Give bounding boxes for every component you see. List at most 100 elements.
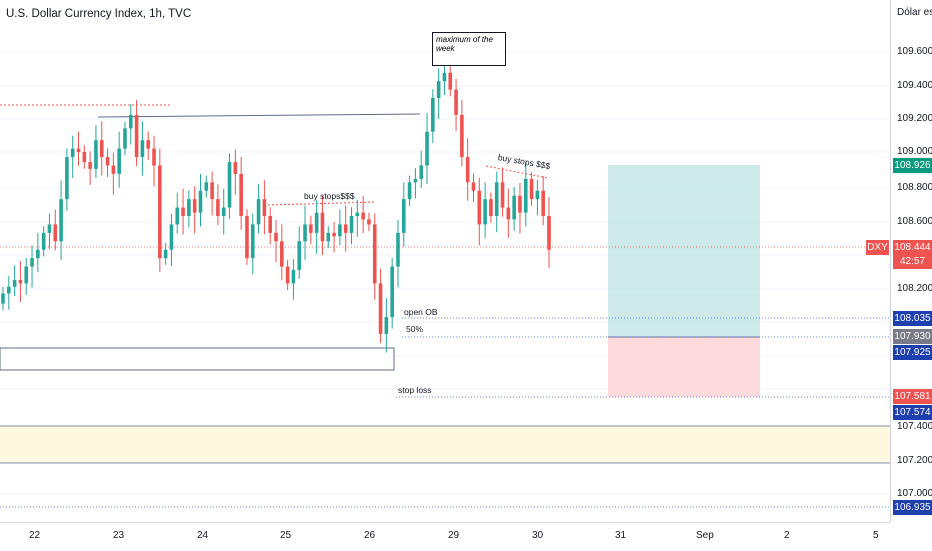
candle[interactable] (460, 114, 464, 158)
candle[interactable] (158, 165, 162, 259)
candle[interactable] (94, 140, 98, 169)
candle[interactable] (12, 280, 17, 287)
candle[interactable] (489, 199, 493, 216)
candle[interactable] (152, 148, 156, 166)
candle[interactable] (529, 178, 534, 200)
candle[interactable] (181, 207, 185, 216)
candle[interactable] (384, 317, 389, 334)
candle[interactable] (547, 216, 551, 250)
candle[interactable] (262, 199, 267, 216)
candle[interactable] (24, 266, 29, 284)
candle[interactable] (483, 199, 487, 225)
chart-area[interactable] (0, 0, 890, 522)
candle[interactable] (401, 199, 406, 233)
candle[interactable] (419, 165, 424, 179)
candle[interactable] (291, 269, 296, 284)
candle[interactable] (518, 195, 522, 213)
candle[interactable] (442, 72, 447, 82)
candle[interactable] (117, 148, 121, 174)
candle[interactable] (53, 224, 58, 242)
symbol-tag[interactable]: DXY (866, 240, 889, 255)
candle[interactable] (250, 224, 255, 259)
candle[interactable] (105, 157, 110, 166)
time-axis[interactable] (0, 522, 890, 551)
candle[interactable] (332, 232, 336, 237)
open-ob-price-tag[interactable]: 108.035 (893, 311, 932, 326)
candle[interactable] (204, 182, 209, 191)
candle[interactable] (471, 182, 476, 191)
stop-line-price-tag[interactable]: 107.574 (893, 405, 932, 420)
candle[interactable] (82, 151, 87, 163)
candle[interactable] (494, 182, 499, 216)
candle[interactable] (47, 224, 52, 233)
candle[interactable] (535, 190, 540, 200)
candle[interactable] (320, 212, 325, 242)
candle[interactable] (297, 241, 302, 270)
current-price-tag[interactable]: 108.444 (893, 240, 932, 255)
candle[interactable] (372, 224, 377, 284)
candle[interactable] (70, 148, 75, 158)
candle[interactable] (187, 199, 191, 216)
candle[interactable] (256, 199, 261, 225)
candle[interactable] (128, 114, 133, 129)
candle[interactable] (76, 148, 81, 152)
candle[interactable] (343, 224, 348, 233)
candle[interactable] (338, 224, 342, 237)
candle[interactable] (268, 216, 272, 233)
candle[interactable] (309, 224, 313, 233)
candle[interactable] (413, 178, 418, 183)
candle[interactable] (390, 266, 394, 318)
candle[interactable] (454, 89, 458, 115)
candle[interactable] (7, 286, 11, 294)
target-price-tag[interactable]: 108.926 (893, 158, 932, 173)
stop-price-tag[interactable]: 107.581 (893, 389, 932, 404)
candle[interactable] (407, 182, 412, 200)
candle[interactable] (314, 212, 319, 233)
candle[interactable] (506, 207, 511, 220)
candle[interactable] (88, 162, 92, 169)
candle[interactable] (30, 258, 34, 267)
candle[interactable] (210, 182, 214, 200)
candle[interactable] (227, 162, 232, 208)
candle[interactable] (523, 178, 528, 213)
target-zone[interactable] (608, 165, 760, 337)
candle[interactable] (163, 249, 168, 259)
candle[interactable] (378, 283, 383, 334)
candle[interactable] (140, 140, 145, 158)
candle[interactable] (169, 224, 174, 250)
candle[interactable] (123, 128, 127, 149)
candle[interactable] (134, 114, 139, 158)
mid-price-tag[interactable]: 107.930 (893, 329, 932, 344)
candle[interactable] (18, 280, 23, 284)
candle[interactable] (512, 195, 516, 220)
candle[interactable] (59, 199, 63, 242)
entry-price-tag[interactable]: 107.925 (893, 345, 932, 360)
candle[interactable] (349, 216, 354, 233)
consolidation-zone[interactable] (0, 426, 890, 463)
candle[interactable] (245, 216, 249, 259)
candle[interactable] (65, 157, 69, 200)
candle[interactable] (99, 140, 104, 158)
maximum-annotation-box[interactable]: maximum of the week (432, 32, 506, 66)
candle[interactable] (1, 293, 5, 304)
candle[interactable] (326, 232, 331, 242)
candle[interactable] (355, 212, 360, 216)
candle[interactable] (198, 190, 203, 213)
candle[interactable] (285, 266, 290, 284)
chart-canvas[interactable] (0, 0, 890, 522)
candle[interactable] (274, 232, 278, 242)
candle[interactable] (146, 140, 151, 149)
candle[interactable] (448, 72, 453, 90)
candle[interactable] (111, 165, 116, 174)
candle[interactable] (361, 212, 365, 220)
candle[interactable] (396, 232, 400, 267)
candle[interactable] (500, 182, 505, 208)
candle[interactable] (477, 190, 482, 225)
bottom-price-tag[interactable]: 106.935 (893, 500, 932, 515)
candle[interactable] (431, 98, 435, 132)
candle[interactable] (192, 199, 197, 213)
candle[interactable] (239, 173, 243, 216)
candle[interactable] (280, 241, 284, 267)
candle[interactable] (436, 81, 441, 99)
candle[interactable] (175, 207, 180, 225)
